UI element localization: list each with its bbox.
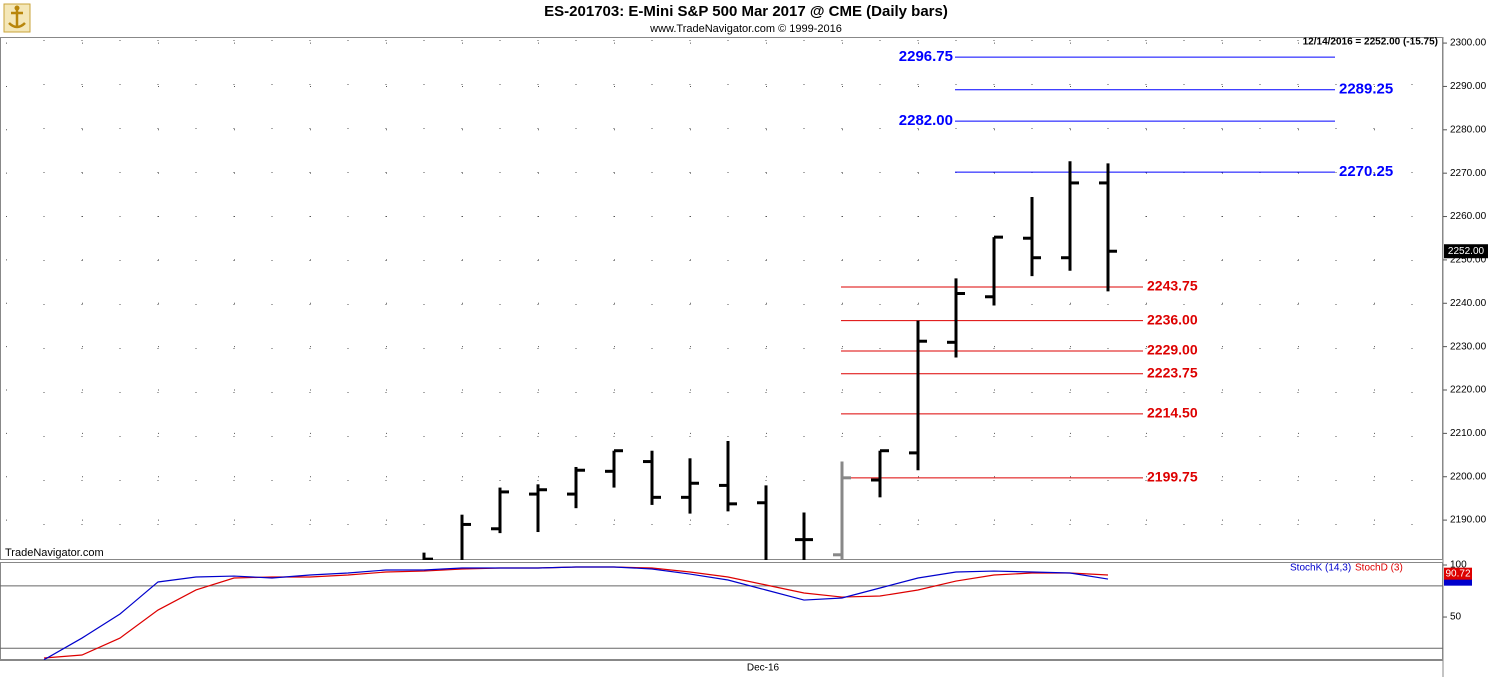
last-price-label: 2252.00: [1448, 246, 1485, 257]
level-label: 2243.75: [1147, 278, 1198, 294]
level-label: 2296.75: [899, 48, 953, 65]
y-tick-label: 2250.00: [1450, 255, 1487, 266]
price-plot: [6, 40, 1440, 560]
y-tick-label: 2200.00: [1450, 471, 1487, 482]
y-tick-label: 2220.00: [1450, 385, 1487, 396]
legend-entry: StochK (14,3): [1290, 563, 1351, 574]
level-label: 2270.25: [1339, 163, 1393, 180]
price-readout: 12/14/2016 = 2252.00 (-15.75): [1303, 37, 1438, 48]
y-tick-label: 2240.00: [1450, 298, 1487, 309]
y-tick-label: 2270.00: [1450, 168, 1487, 179]
y-tick-label: 2210.00: [1450, 428, 1487, 439]
last-price-tag: [1444, 244, 1488, 259]
y-tick-label: 50: [1450, 612, 1462, 623]
stoch-line: [43, 566, 1109, 660]
level-label: 2289.25: [1339, 81, 1393, 98]
stoch-plot: [0, 566, 1443, 660]
legend-entry: StochD (3): [1355, 563, 1403, 574]
y-tick-label: 2230.00: [1450, 341, 1487, 352]
level-label: 2214.50: [1147, 405, 1198, 421]
x-tick-label: Dec-16: [747, 663, 780, 674]
level-label: 2229.00: [1147, 342, 1198, 358]
logo: [3, 3, 31, 33]
readout-tag: [1444, 567, 1472, 580]
y-tick-label: 2280.00: [1450, 124, 1487, 135]
y-tick-label: 2260.00: [1450, 211, 1487, 222]
y-tick-label: 2290.00: [1450, 81, 1487, 92]
level-label: 2199.75: [1147, 469, 1198, 485]
level-label: 2223.75: [1147, 364, 1198, 380]
y-tick-label: 100: [1450, 560, 1467, 571]
level-label: 2282.00: [899, 112, 953, 129]
level-label: 2236.00: [1147, 311, 1198, 327]
y-tick-label: 2300.00: [1450, 38, 1487, 49]
y-tick-label: 2190.00: [1450, 515, 1487, 526]
chart-title: ES-201703: E-Mini S&P 500 Mar 2017 @ CME…: [544, 3, 948, 20]
chart-subtitle: www.TradeNavigator.com © 1999-2016: [649, 23, 842, 35]
readout-label: 90.72: [1445, 568, 1470, 579]
watermark: TradeNavigator.com: [5, 547, 104, 559]
